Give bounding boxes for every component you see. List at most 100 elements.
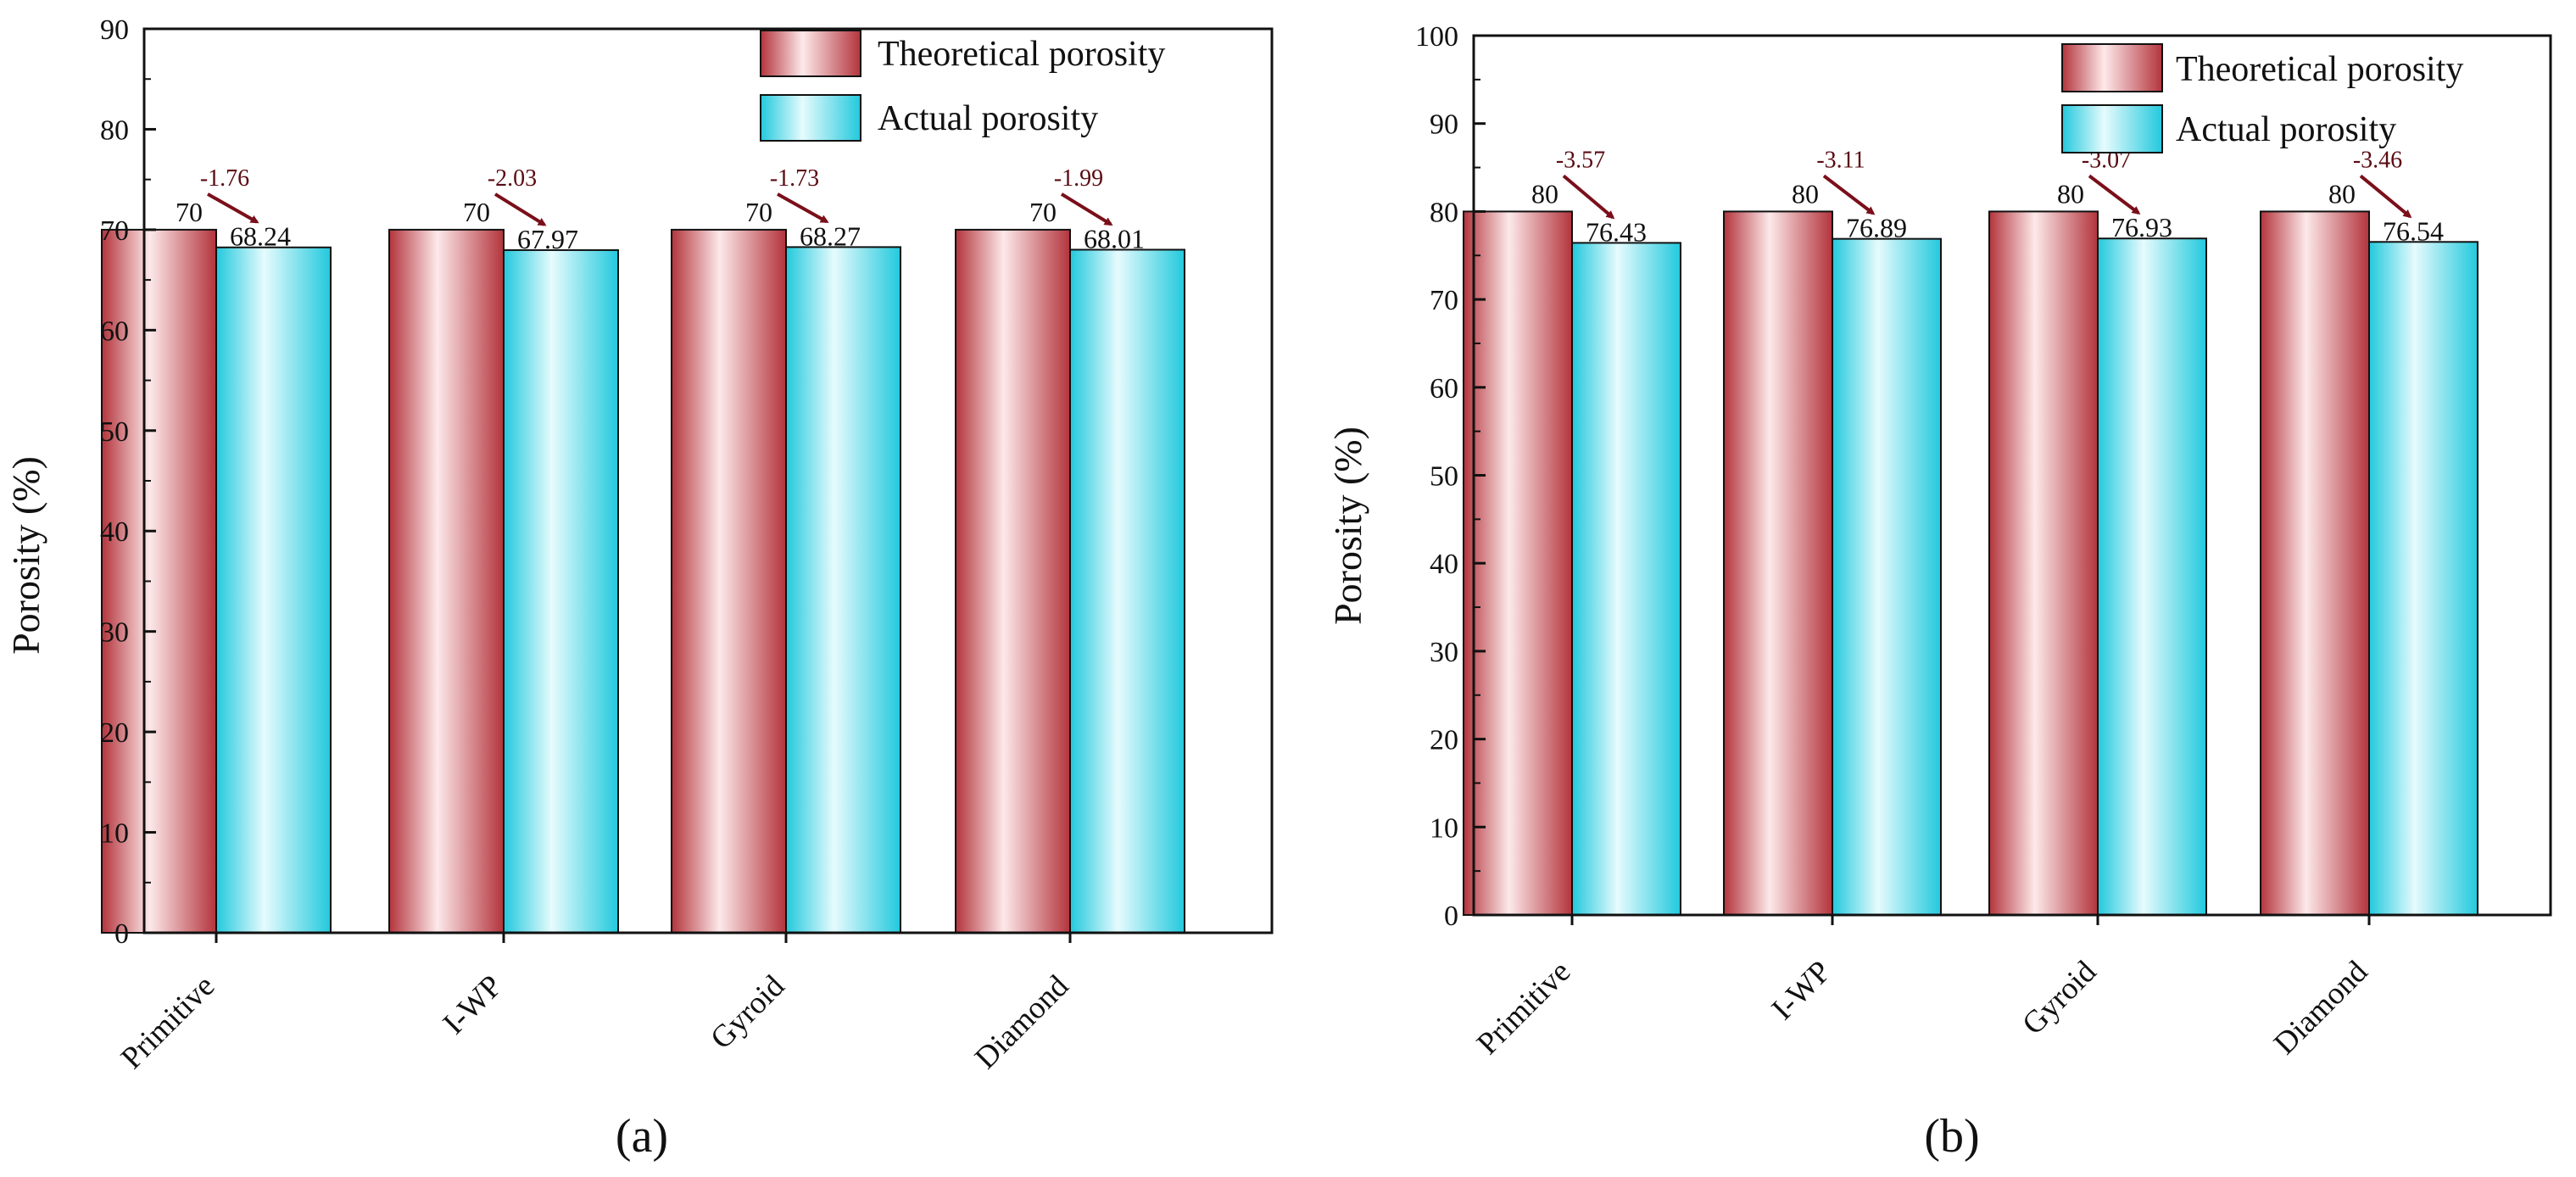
- panel-a-difference-arrow: [777, 192, 829, 224]
- panel-a-category-label-gyroid: Gyroid: [704, 968, 791, 1056]
- panel-a-value-label-theoretical: 70: [176, 197, 203, 227]
- panel-a-chart: Porosity (%) 70 68.24 -1.76 70 67.97 -2.03 70 6…: [4, 14, 1274, 1163]
- panel-a-value-label-actual: 68.01: [1084, 223, 1145, 254]
- panel-a-bar-actual-diamond: [1069, 248, 1185, 934]
- panel-a-category-labels: Primitive I-WP Gyroid Diamond: [114, 933, 1076, 1076]
- panel-b-legend-label-theoretical: Theoretical porosity: [2176, 50, 2463, 89]
- panel-a-y-tick-label: 80: [100, 114, 129, 146]
- panel-b-category-label-i-wp: I-WP: [1765, 954, 1838, 1027]
- panel-a-legend-label-theoretical: Theoretical porosity: [878, 35, 1165, 74]
- panel-b-value-label-actual: 76.54: [2383, 215, 2444, 246]
- panel-a-y-tick-label: 30: [100, 617, 129, 649]
- panel-a-value-labels: 70 68.24 -1.76 70 67.97 -2.03 70 68.27 -1.73 70 68…: [176, 165, 1145, 254]
- panel-a-legend-label-actual: Actual porosity: [878, 99, 1098, 138]
- panel-b-y-tick-label: 100: [1415, 21, 1458, 53]
- panel-a-value-label-actual: 67.97: [517, 224, 578, 254]
- panel-a-category-label-i-wp: I-WP: [437, 968, 510, 1041]
- panel-b-bar-theoretical-diamond: [2260, 210, 2370, 916]
- panel-b-label: (b): [1924, 1110, 1979, 1163]
- panel-b-y-tick-label: 80: [1430, 197, 1458, 228]
- panel-b-bar-actual-diamond: [2368, 241, 2478, 916]
- panel-a-y-axis-title: Porosity (%): [4, 456, 47, 655]
- panel-a-value-label-actual: 68.24: [230, 221, 291, 252]
- panel-b-legend-swatch-actual: [2061, 104, 2163, 153]
- panel-a-y-tick-label: 20: [100, 717, 129, 749]
- panel-a-bar-actual-primitive: [215, 246, 332, 934]
- panel-a-value-label-actual: 68.27: [800, 220, 861, 251]
- panel-a-category-label-diamond: Diamond: [968, 968, 1076, 1076]
- panel-b-legend: Theoretical porosity Actual porosity: [2061, 43, 2463, 153]
- panel-b-bar-actual-gyroid: [2097, 237, 2207, 916]
- panel-b-bar-theoretical-gyroid: [1988, 210, 2099, 916]
- panel-a-difference-label: -1.73: [770, 165, 819, 192]
- panel-a-y-tick-label: 10: [100, 818, 129, 850]
- panel-b-difference-arrow: [1562, 174, 1615, 220]
- panel-b-bar-actual-i-wp: [1832, 237, 1942, 916]
- panel-a-legend-swatch-actual: [760, 94, 861, 142]
- panel-b-axes-frame: [1472, 34, 2552, 917]
- panel-b-chart: Porosity (%) 80 76.43 -3.57 80 76.89 -3.11 80 7…: [1326, 21, 2552, 1163]
- panel-a-bars: [101, 228, 1185, 934]
- panel-b-y-tick-label: 0: [1444, 901, 1458, 932]
- panel-b-difference-label: -3.11: [1816, 147, 1865, 173]
- panel-a-y-tick-label: 90: [100, 14, 129, 46]
- panel-b-bar-theoretical-i-wp: [1723, 210, 1833, 916]
- panel-b-value-label-actual: 76.89: [1846, 213, 1907, 243]
- panel-a-y-tick-label: 0: [114, 918, 129, 950]
- panel-b-y-tick-label: 70: [1430, 285, 1458, 316]
- panel-a-y-tick-label: 60: [100, 315, 129, 347]
- panel-a-value-label-theoretical: 70: [1029, 197, 1057, 227]
- panel-a-value-label-theoretical: 70: [463, 197, 490, 227]
- panel-b-value-label-actual: 76.93: [2111, 212, 2172, 243]
- panel-b-value-label-theoretical: 80: [1531, 178, 1558, 209]
- panel-a-bar-theoretical-i-wp: [388, 228, 505, 934]
- panel-b-difference-arrow: [2088, 174, 2141, 215]
- panel-b-bar-actual-primitive: [1571, 242, 1681, 916]
- panel-b-y-ticks: 0 10 20 30 40 50 60 70 80 90 100: [1415, 21, 1486, 932]
- panel-a-y-tick-label: 40: [100, 516, 129, 548]
- panel-b-difference-label: -3.57: [1556, 147, 1605, 173]
- panel-b-y-tick-label: 90: [1430, 109, 1458, 141]
- panel-b-category-label-diamond: Diamond: [2267, 954, 2375, 1062]
- panel-a-y-tick-label: 50: [100, 416, 129, 448]
- panel-b-category-label-primitive: Primitive: [1470, 954, 1577, 1061]
- panel-a-bar-theoretical-primitive: [101, 228, 217, 934]
- panel-b-value-label-theoretical: 80: [2057, 178, 2084, 209]
- panel-b-difference-arrow: [2359, 174, 2412, 219]
- panel-b-y-tick-label: 30: [1430, 637, 1458, 668]
- panel-b-y-tick-label: 10: [1430, 812, 1458, 844]
- panel-a-y-ticks: 0 10 20 30 40 50 60 70 80 90: [100, 14, 156, 950]
- panel-a-difference-label: -1.76: [200, 165, 249, 192]
- panel-a-bar-theoretical-gyroid: [671, 228, 787, 934]
- panel-b-category-label-gyroid: Gyroid: [2016, 954, 2103, 1041]
- panel-a-legend: Theoretical porosity Actual porosity: [760, 30, 1165, 142]
- panel-b-y-tick-label: 40: [1430, 549, 1458, 580]
- panel-a-value-label-theoretical: 70: [745, 197, 772, 227]
- panel-b-difference-arrow: [1822, 174, 1876, 215]
- panel-a-bar-actual-gyroid: [785, 246, 901, 934]
- panel-a-difference-label: -2.03: [488, 165, 537, 192]
- panel-a-difference-arrow: [1060, 192, 1113, 226]
- panel-b-legend-label-actual: Actual porosity: [2176, 110, 2396, 149]
- panel-b-y-tick-label: 50: [1430, 461, 1458, 493]
- panel-b-legend-swatch-theoretical: [2061, 43, 2163, 92]
- panel-a-bar-actual-i-wp: [503, 248, 619, 934]
- panel-a-y-tick-label: 70: [100, 215, 129, 247]
- panel-a-difference-label: -1.99: [1054, 165, 1103, 192]
- panel-a-difference-arrow: [207, 192, 259, 224]
- panel-b-value-label-theoretical: 80: [1792, 178, 1819, 209]
- panel-a-category-label-primitive: Primitive: [114, 968, 221, 1075]
- panel-a-difference-arrow: [493, 192, 547, 226]
- panel-b-category-labels: Primitive I-WP Gyroid Diamond: [1470, 915, 2375, 1062]
- panel-b-y-tick-label: 60: [1430, 373, 1458, 404]
- panel-b-value-label-actual: 76.43: [1586, 216, 1647, 247]
- panel-b-difference-label: -3.46: [2353, 147, 2402, 173]
- panel-a-legend-swatch-theoretical: [760, 30, 861, 77]
- panel-b-bars: [1463, 210, 2478, 916]
- panel-b-value-labels: 8076.43-3.578076.89-3.118076.93-3.078076…: [1531, 147, 2444, 247]
- panel-b-y-tick-label: 20: [1430, 725, 1458, 756]
- panel-b-y-axis-title: Porosity (%): [1326, 427, 1369, 625]
- panel-a-bar-theoretical-diamond: [955, 228, 1071, 934]
- panel-a-label: (a): [616, 1110, 668, 1163]
